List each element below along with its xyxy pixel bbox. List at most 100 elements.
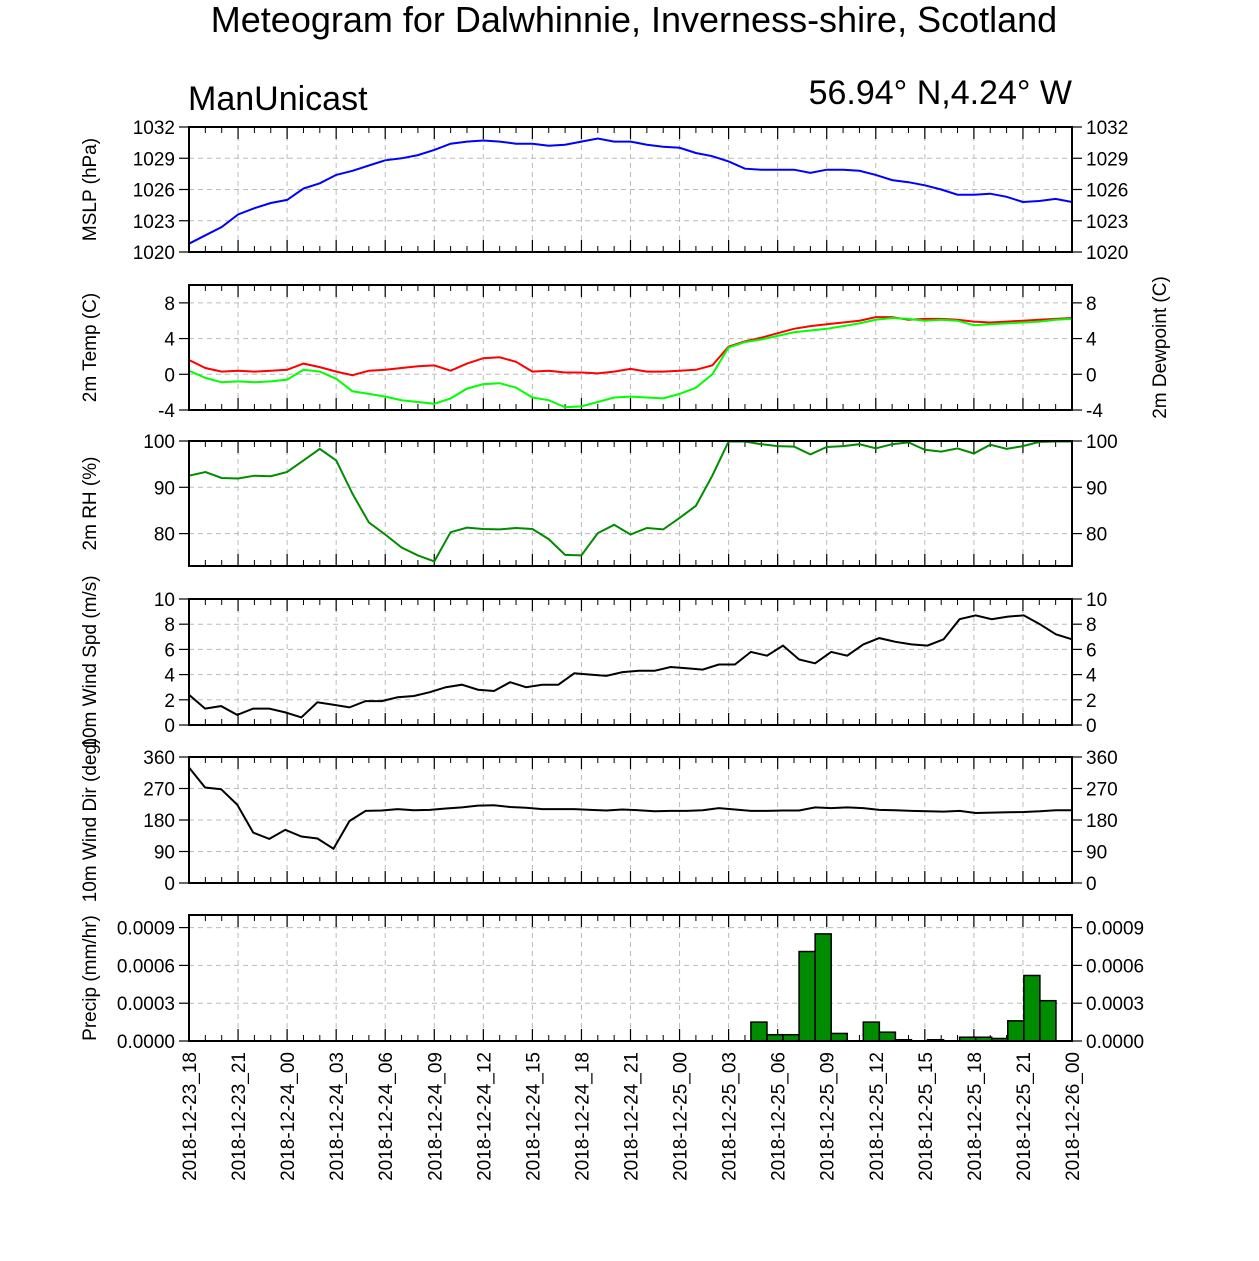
y-tick-label-right: 4 bbox=[1086, 330, 1097, 351]
y-tick-label: 0.0006 bbox=[117, 956, 175, 977]
series-line-1 bbox=[188, 137, 1073, 245]
y-tick-label-right: 360 bbox=[1086, 748, 1118, 769]
y-axis-label: 10m Wind Dir (deg) bbox=[80, 738, 101, 903]
y-tick-label: 0.0000 bbox=[117, 1032, 175, 1053]
x-tick-label: 2018-12-25_15 bbox=[916, 1052, 937, 1181]
panel-frame bbox=[188, 126, 1073, 253]
y-tick-label-right: 1026 bbox=[1086, 181, 1128, 202]
y-tick-label-right: 1020 bbox=[1086, 243, 1128, 264]
panel-4: 0 0 2 2 4 4 6 6 8 8 10 10 10m Wind Spd (m/s) bbox=[80, 575, 1107, 748]
x-tick-label: 2018-12-23_21 bbox=[229, 1052, 250, 1181]
series-line-1 bbox=[188, 316, 1073, 377]
x-tick-label: 2018-12-25_12 bbox=[867, 1052, 888, 1181]
panel-frame bbox=[188, 440, 1073, 567]
y-tick-label-right: 180 bbox=[1086, 811, 1118, 832]
y-tick-label: 10 bbox=[154, 590, 175, 611]
x-tick-label: 2018-12-25_06 bbox=[769, 1052, 790, 1181]
x-tick-label: 2018-12-24_21 bbox=[622, 1052, 643, 1181]
panel-frame bbox=[188, 284, 1073, 411]
y-tick-label-right: 0.0003 bbox=[1086, 994, 1144, 1015]
panel-2: -4 -4 0 0 4 4 8 8 2m Temp (C) 2m Dewpoint (C) bbox=[80, 276, 1171, 422]
y-axis-label: 10m Wind Spd (m/s) bbox=[80, 575, 101, 748]
panel-1: 1020 1020 1023 1023 1026 1026 1029 1029 1032 1032… bbox=[80, 118, 1128, 264]
y-tick-label: 2 bbox=[164, 691, 175, 712]
y-tick-label: 80 bbox=[154, 525, 175, 546]
y-tick-label-right: 1032 bbox=[1086, 118, 1128, 139]
series-line-1 bbox=[188, 614, 1073, 719]
y-tick-label-right: 2 bbox=[1086, 691, 1097, 712]
y-tick-label-right: 80 bbox=[1086, 525, 1107, 546]
y-tick-label: 8 bbox=[164, 615, 175, 636]
y-tick-label: 0 bbox=[164, 365, 175, 386]
precip-bar bbox=[1039, 999, 1057, 1042]
y-axis-label: 2m RH (%) bbox=[80, 457, 101, 551]
series-line-1 bbox=[188, 766, 1072, 851]
precip-bar bbox=[750, 1021, 768, 1042]
y-tick-label: 1029 bbox=[133, 149, 175, 170]
x-tick-label: 2018-12-25_03 bbox=[720, 1052, 741, 1181]
y-axis-label: MSLP (hPa) bbox=[80, 138, 101, 241]
x-tick-label: 2018-12-23_18 bbox=[180, 1052, 201, 1181]
y-tick-label: 270 bbox=[143, 780, 175, 801]
y-tick-label-right: 6 bbox=[1086, 640, 1097, 661]
precip-bar bbox=[1023, 974, 1041, 1042]
x-tick-label: 2018-12-25_18 bbox=[965, 1052, 986, 1181]
y-tick-label: 1023 bbox=[133, 212, 175, 233]
y-axis-label: Precip (mm/hr) bbox=[80, 915, 101, 1041]
model-label: ManUnicast bbox=[188, 80, 368, 118]
x-tick-labels: 2018-12-23_18 2018-12-23_21 2018-12-24_00 2… bbox=[180, 1052, 1084, 1181]
x-tick-label: 2018-12-24_09 bbox=[425, 1052, 446, 1181]
precip-bar bbox=[830, 1032, 848, 1042]
y-tick-label-right: 8 bbox=[1086, 615, 1097, 636]
y-tick-label: 6 bbox=[164, 640, 175, 661]
y-tick-label-right: 0 bbox=[1086, 874, 1097, 895]
y-tick-label: 1026 bbox=[133, 181, 175, 202]
y-tick-label-right: -4 bbox=[1086, 401, 1103, 422]
x-tick-label: 2018-12-24_18 bbox=[572, 1052, 593, 1181]
x-tick-label: 2018-12-24_00 bbox=[278, 1052, 299, 1181]
y-tick-label: -4 bbox=[158, 401, 175, 422]
y-tick-label: 0.0009 bbox=[117, 919, 175, 940]
x-tick-label: 2018-12-24_06 bbox=[376, 1052, 397, 1181]
y-tick-label-right: 0.0009 bbox=[1086, 919, 1144, 940]
y-tick-label: 4 bbox=[164, 330, 175, 351]
x-tick-label: 2018-12-26_00 bbox=[1063, 1052, 1084, 1181]
series-line-2 bbox=[188, 316, 1073, 409]
chart-title: Meteogram for Dalwhinnie, Inverness-shir… bbox=[211, 0, 1057, 40]
y-tick-label: 180 bbox=[143, 811, 175, 832]
y-tick-label-right: 1023 bbox=[1086, 212, 1128, 233]
panel-frame bbox=[188, 914, 1073, 1042]
x-tick-label: 2018-12-25_09 bbox=[818, 1052, 839, 1181]
panel-frame bbox=[188, 598, 1073, 726]
precip-bar bbox=[798, 950, 816, 1042]
y-tick-label-right: 8 bbox=[1086, 294, 1097, 315]
y-axis-label: 2m Temp (C) bbox=[80, 293, 101, 402]
y-tick-label-right: 90 bbox=[1086, 478, 1107, 499]
y-tick-label: 0 bbox=[164, 716, 175, 737]
y-tick-label-right: 4 bbox=[1086, 666, 1097, 687]
precip-bar bbox=[862, 1021, 881, 1042]
location-label: 56.94° N,4.24° W bbox=[809, 74, 1072, 112]
y-tick-label-right: 0.0000 bbox=[1086, 1032, 1144, 1053]
y-axis-label-right: 2m Dewpoint (C) bbox=[1150, 276, 1171, 419]
panel-3: 80 80 90 90 100 100 2m RH (%) bbox=[80, 432, 1118, 567]
y-tick-label-right: 100 bbox=[1086, 432, 1118, 453]
y-tick-label: 90 bbox=[154, 478, 175, 499]
y-tick-label-right: 90 bbox=[1086, 843, 1107, 864]
y-tick-label-right: 0.0006 bbox=[1086, 956, 1144, 977]
panel-6: 0.0000 0.0000 0.0003 0.0003 0.0006 0.0006 0.00… bbox=[80, 914, 1144, 1053]
y-tick-label-right: 0 bbox=[1086, 365, 1097, 386]
precip-bar bbox=[814, 933, 832, 1042]
y-tick-label-right: 270 bbox=[1086, 780, 1118, 801]
y-tick-label: 0 bbox=[164, 874, 175, 895]
y-tick-label-right: 10 bbox=[1086, 590, 1107, 611]
precip-bar bbox=[878, 1031, 897, 1042]
y-tick-label: 8 bbox=[164, 294, 175, 315]
x-tick-label: 2018-12-24_12 bbox=[474, 1052, 495, 1181]
y-tick-label: 360 bbox=[143, 748, 175, 769]
panel-frame bbox=[188, 756, 1073, 884]
y-tick-label: 90 bbox=[154, 843, 175, 864]
y-tick-label-right: 0 bbox=[1086, 716, 1097, 737]
y-tick-label-right: 1029 bbox=[1086, 149, 1128, 170]
